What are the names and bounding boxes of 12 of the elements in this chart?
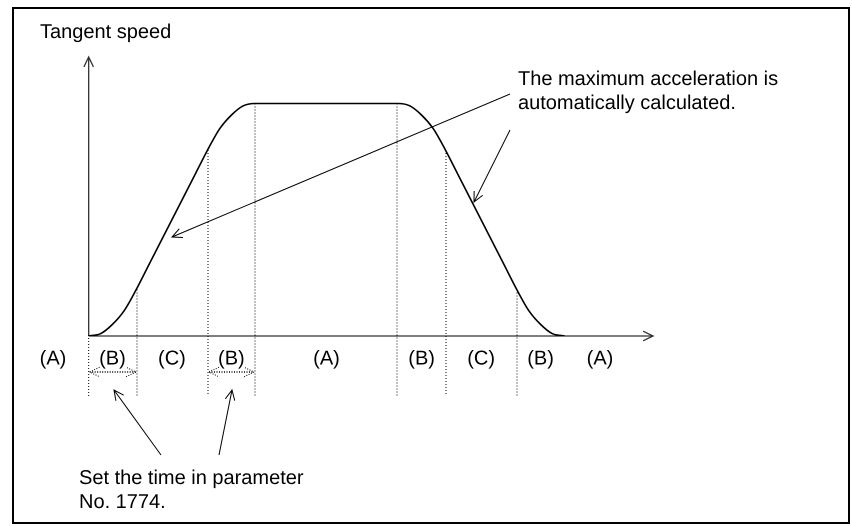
annotation: The maximum acceleration is automatically calculated. <box>518 67 780 115</box>
x-tick-label: (B) <box>218 348 245 370</box>
x-tick-label: (C) <box>467 348 495 370</box>
x-tick-label: (B) <box>99 348 126 370</box>
x-tick-label: (C) <box>158 348 186 370</box>
x-tick-label: (A) <box>40 348 66 370</box>
x-tick-label: (A) <box>313 348 340 370</box>
x-tick-label: (B) <box>408 348 435 370</box>
x-tick-label: (A) <box>586 348 614 370</box>
text: Set the time in parameter No. 1774. <box>79 466 305 514</box>
y-axis-title: Tangent speed <box>40 20 172 44</box>
x-tick-label: (B) <box>527 348 554 370</box>
